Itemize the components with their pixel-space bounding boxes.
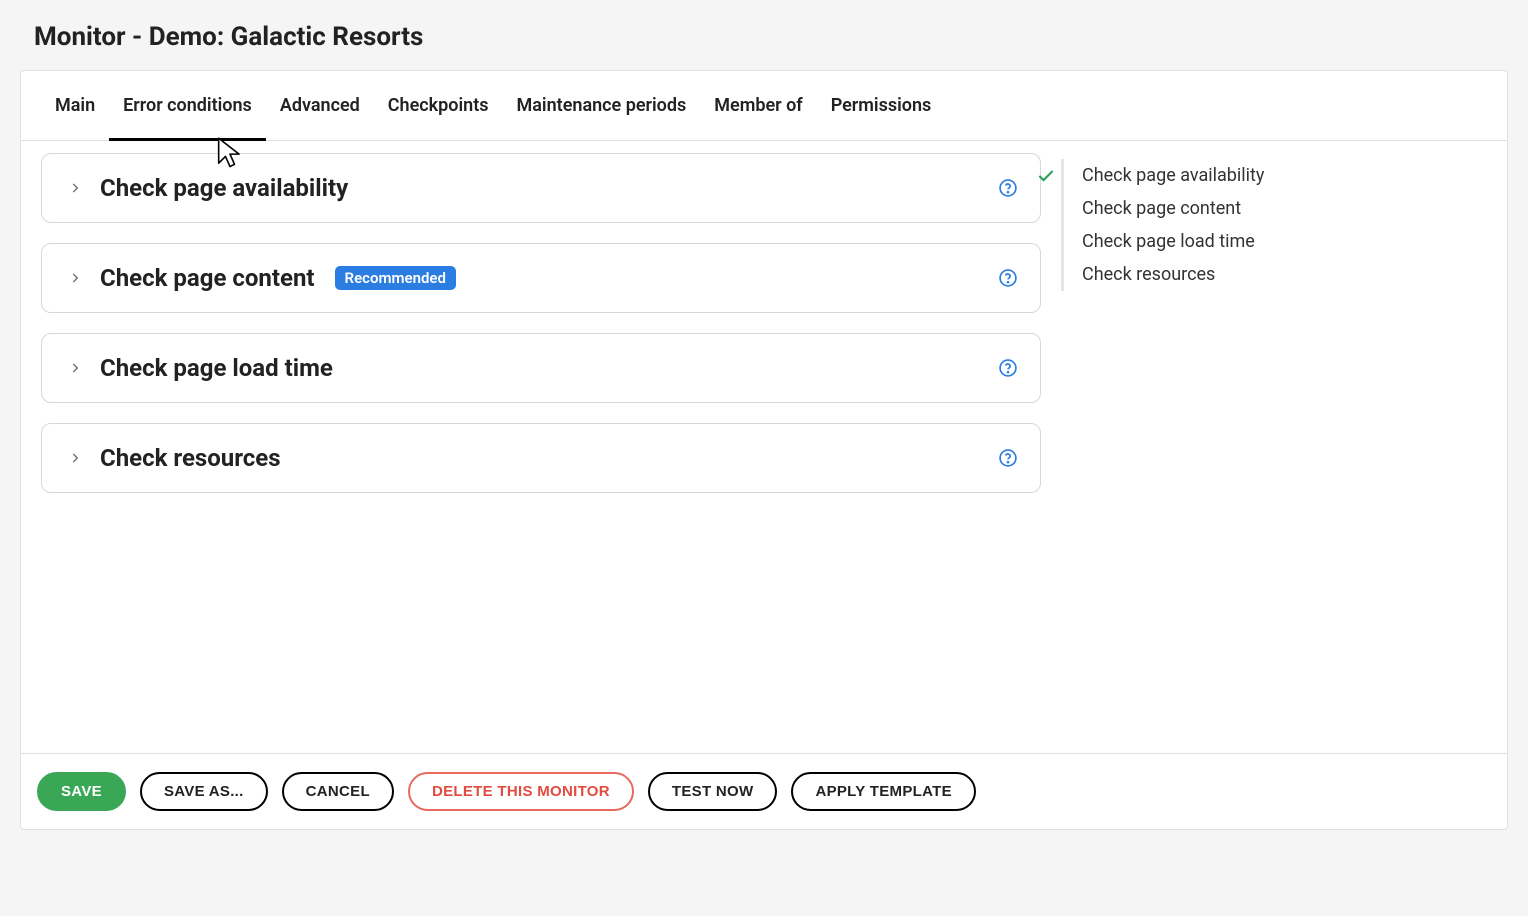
panel-check-resources[interactable]: Check resources — [41, 423, 1041, 493]
test-now-button[interactable]: TEST NOW — [648, 772, 778, 811]
chevron-right-icon — [64, 357, 86, 379]
panel-title: Check resources — [100, 444, 281, 472]
panels-column: Check page availability Check page conte… — [21, 141, 1061, 753]
sidenav-label: Check resources — [1082, 264, 1215, 285]
panel-title: Check page content — [100, 264, 315, 292]
sidenav-label: Check page availability — [1082, 165, 1264, 186]
panel-check-page-availability[interactable]: Check page availability — [41, 153, 1041, 223]
tab-member-of[interactable]: Member of — [700, 71, 816, 140]
sidenav-item-resources[interactable]: Check resources — [1064, 258, 1411, 291]
side-nav-column: Check page availability Check page conte… — [1061, 141, 1431, 753]
save-button[interactable]: SAVE — [37, 772, 126, 811]
panel-check-page-load-time[interactable]: Check page load time — [41, 333, 1041, 403]
panel-title: Check page availability — [100, 174, 348, 202]
panel-title: Check page load time — [100, 354, 333, 382]
tab-maintenance-periods[interactable]: Maintenance periods — [503, 71, 701, 140]
apply-template-button[interactable]: APPLY TEMPLATE — [791, 772, 975, 811]
sidenav-label: Check page load time — [1082, 231, 1255, 252]
sidenav-item-availability[interactable]: Check page availability — [1064, 159, 1411, 192]
tabs-bar: Main Error conditions Advanced Checkpoin… — [21, 71, 1507, 141]
footer-actions: SAVE SAVE AS... CANCEL DELETE THIS MONIT… — [21, 753, 1507, 829]
tab-error-conditions[interactable]: Error conditions — [109, 71, 266, 140]
check-icon — [1036, 166, 1056, 186]
tab-main[interactable]: Main — [41, 71, 109, 140]
tab-checkpoints[interactable]: Checkpoints — [374, 71, 503, 140]
help-icon[interactable] — [998, 268, 1018, 288]
tab-permissions[interactable]: Permissions — [817, 71, 946, 140]
recommended-badge: Recommended — [335, 266, 456, 290]
sidenav-item-load-time[interactable]: Check page load time — [1064, 225, 1411, 258]
sidenav-label: Check page content — [1082, 198, 1241, 219]
panel-check-page-content[interactable]: Check page content Recommended — [41, 243, 1041, 313]
delete-monitor-button[interactable]: DELETE THIS MONITOR — [408, 772, 634, 811]
help-icon[interactable] — [998, 358, 1018, 378]
page-title: Monitor - Demo: Galactic Resorts — [20, 0, 1508, 70]
help-icon[interactable] — [998, 448, 1018, 468]
side-nav: Check page availability Check page conte… — [1061, 159, 1411, 291]
chevron-right-icon — [64, 267, 86, 289]
sidenav-item-content[interactable]: Check page content — [1064, 192, 1411, 225]
save-as-button[interactable]: SAVE AS... — [140, 772, 268, 811]
chevron-right-icon — [64, 177, 86, 199]
tab-advanced[interactable]: Advanced — [266, 71, 374, 140]
content-card: Main Error conditions Advanced Checkpoin… — [20, 70, 1508, 830]
chevron-right-icon — [64, 447, 86, 469]
cancel-button[interactable]: CANCEL — [282, 772, 394, 811]
help-icon[interactable] — [998, 178, 1018, 198]
